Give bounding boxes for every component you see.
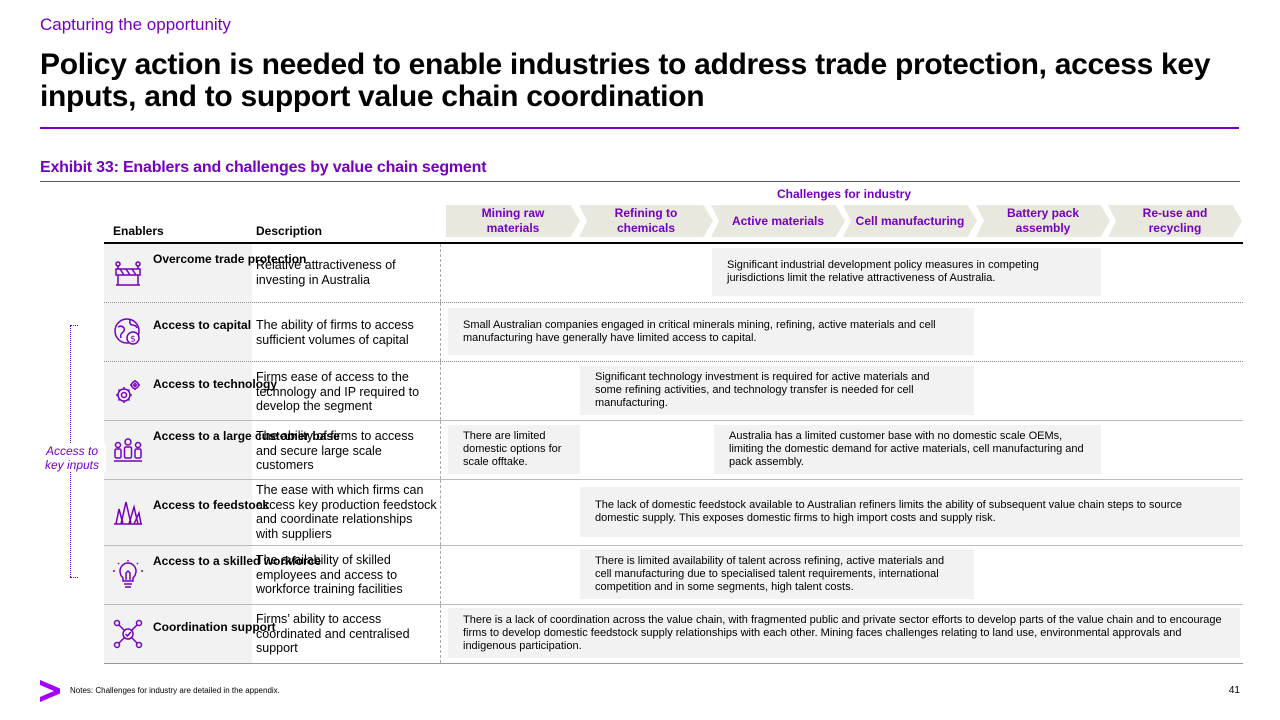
column-header-description: Description bbox=[256, 224, 323, 238]
enabler-cell bbox=[104, 421, 252, 479]
exhibit-divider bbox=[40, 181, 1240, 182]
table-row: Access to a large customer base The abil… bbox=[104, 421, 1243, 480]
column-divider bbox=[440, 546, 441, 604]
bracket-label: Access to key inputs bbox=[38, 444, 106, 472]
crystal-icon bbox=[112, 497, 144, 529]
segment-mining: Mining raw materials bbox=[446, 205, 580, 237]
segment-cell-manufacturing: Cell manufacturing bbox=[843, 205, 977, 237]
segment-active-materials: Active materials bbox=[711, 205, 845, 237]
row-divider bbox=[104, 302, 1243, 303]
brand-logo-icon bbox=[40, 680, 60, 702]
description-text: The ease with which firms can access key… bbox=[256, 483, 437, 541]
enabler-label: Access to technology bbox=[153, 377, 278, 391]
network-icon bbox=[112, 618, 144, 650]
enabler-label: Overcome trade protection bbox=[153, 252, 307, 266]
challenge-box: Small Australian companies engaged in cr… bbox=[448, 308, 974, 355]
challenge-box: Significant industrial development polic… bbox=[712, 248, 1101, 296]
svg-text:$: $ bbox=[130, 335, 136, 345]
challenge-box: The lack of domestic feedstock available… bbox=[580, 487, 1240, 537]
enabler-label: Access to a large customer base bbox=[153, 429, 340, 443]
segment-refining: Refining to chemicals bbox=[579, 205, 713, 237]
header-rule bbox=[104, 242, 1243, 244]
table-bottom-rule bbox=[104, 663, 1243, 664]
description-text: Firms’ ability to access coordinated and… bbox=[256, 612, 410, 655]
bracket-top-tick bbox=[70, 325, 78, 326]
enabler-label: Access to capital bbox=[153, 318, 252, 332]
gears-icon bbox=[112, 376, 144, 408]
column-divider bbox=[440, 605, 441, 663]
people-icon bbox=[112, 434, 144, 466]
description-text: The ability of firms to access and secur… bbox=[256, 429, 414, 472]
enabler-label: Coordination support bbox=[153, 620, 276, 634]
challenge-box: There is a lack of coordination across t… bbox=[448, 608, 1240, 658]
section-kicker: Capturing the opportunity bbox=[40, 15, 231, 34]
description-text: The ability of firms to access sufficien… bbox=[256, 318, 414, 347]
exhibit-title: Exhibit 33: Enablers and challenges by v… bbox=[40, 159, 487, 176]
row-divider bbox=[104, 361, 1243, 362]
column-divider bbox=[440, 244, 441, 302]
segment-pack-assembly: Battery pack assembly bbox=[976, 205, 1110, 237]
row-divider bbox=[104, 479, 1243, 480]
segment-recycling: Re-use and recycling bbox=[1108, 205, 1242, 237]
page-number: 41 bbox=[1228, 685, 1240, 696]
description-text: Relative attractiveness of investing in … bbox=[256, 258, 396, 287]
challenge-box: Australia has a limited customer base wi… bbox=[714, 425, 1101, 474]
table-row: Access to technology Firms ease of acces… bbox=[104, 362, 1243, 421]
page-title: Policy action is needed to enable indust… bbox=[40, 48, 1211, 113]
challenge-box: Significant technology investment is req… bbox=[580, 366, 974, 415]
trade-barrier-icon bbox=[112, 257, 144, 289]
title-divider bbox=[40, 127, 1239, 129]
table-row: Coordination support Firms’ ability to a… bbox=[104, 605, 1243, 664]
table-row: Access to feedstock The ease with which … bbox=[104, 480, 1243, 546]
lightbulb-icon bbox=[112, 559, 144, 591]
description-text: The availability of skilled employees an… bbox=[256, 553, 403, 596]
globe-dollar-icon: $ bbox=[112, 316, 144, 348]
table-row: Overcome trade protection Relative attra… bbox=[104, 244, 1243, 303]
row-divider bbox=[104, 604, 1243, 605]
column-divider bbox=[440, 362, 441, 420]
column-header-enablers: Enablers bbox=[113, 224, 164, 238]
column-divider bbox=[440, 421, 441, 479]
bracket-bottom-tick bbox=[70, 577, 78, 578]
challenge-box: There are limited domestic options for s… bbox=[448, 425, 580, 474]
row-divider bbox=[104, 545, 1243, 546]
enabler-cell bbox=[104, 303, 252, 361]
column-divider bbox=[440, 480, 441, 545]
enabler-label: Access to a skilled workforce bbox=[153, 554, 322, 568]
table-row: Access to a skilled workforce The availa… bbox=[104, 546, 1243, 605]
challenges-heading: Challenges for industry bbox=[776, 187, 912, 201]
description-text: Firms ease of access to the technology a… bbox=[256, 370, 420, 413]
table-row: $ Access to capital The ability of firms… bbox=[104, 303, 1243, 362]
row-divider bbox=[104, 420, 1243, 421]
challenge-box: There is limited availability of talent … bbox=[580, 549, 974, 599]
enabler-cell bbox=[104, 546, 252, 604]
footnote: Notes: Challenges for industry are detai… bbox=[70, 686, 280, 695]
column-divider bbox=[440, 303, 441, 361]
enabler-label: Access to feedstock bbox=[153, 498, 270, 512]
